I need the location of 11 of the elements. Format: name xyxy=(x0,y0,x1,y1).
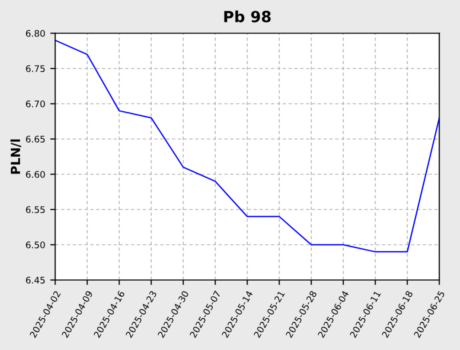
y-tick-label: 6.55 xyxy=(26,206,45,214)
y-tick-label: 6.50 xyxy=(26,241,45,248)
y-tick-label: 6.75 xyxy=(26,65,45,72)
y-tick-label: 6.70 xyxy=(26,100,45,108)
chart-title: Pb 98 xyxy=(224,10,271,22)
y-tick-label: 6.65 xyxy=(26,136,45,143)
y-axis-title: PLN/l xyxy=(10,139,22,174)
line-series xyxy=(55,40,440,252)
y-tick-label: 6.45 xyxy=(26,276,45,284)
y-tick-label: 6.60 xyxy=(26,170,45,178)
y-tick-label: 6.80 xyxy=(26,30,45,37)
